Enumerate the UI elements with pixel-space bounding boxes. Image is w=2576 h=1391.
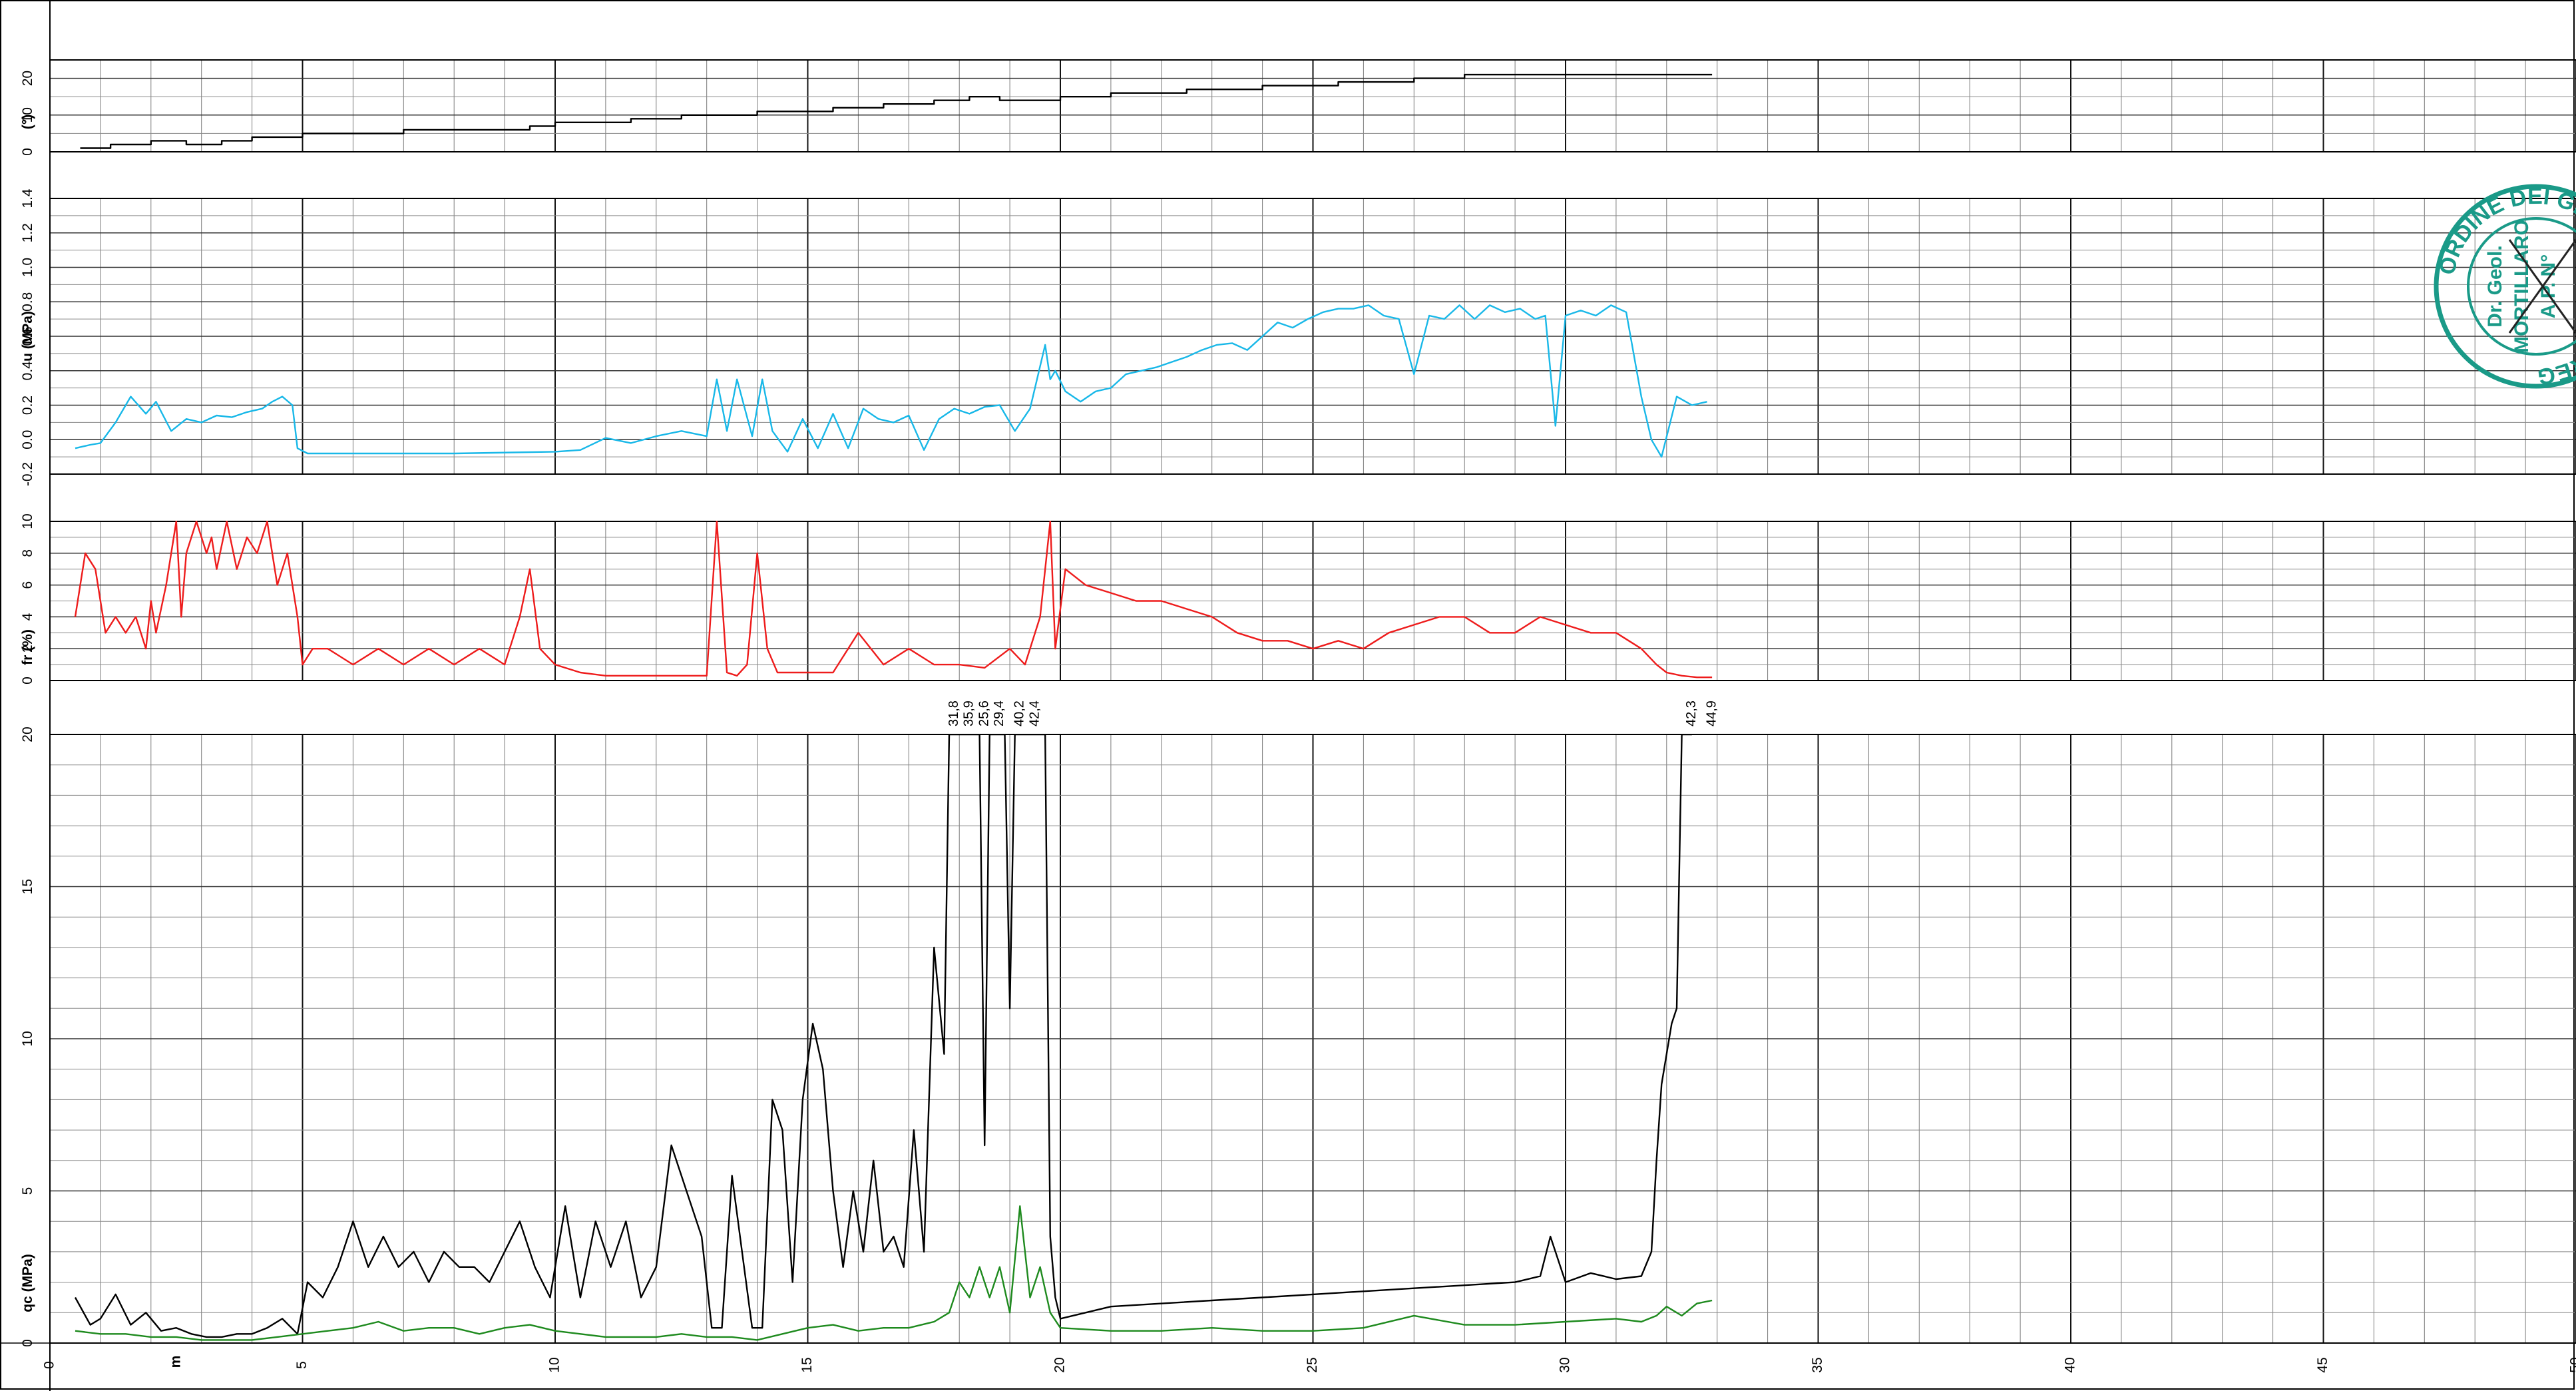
y-tick-label: 10 — [20, 1031, 35, 1046]
x-unit-label: m — [168, 1356, 183, 1368]
series-line-pore-pressure-0 — [75, 304, 1707, 458]
clipped-value-label: 44,9 — [1704, 700, 1719, 726]
y-tick-label: 5 — [20, 1187, 35, 1195]
y-tick-label: 6 — [20, 581, 35, 589]
y-tick-label: 0 — [20, 148, 35, 156]
y-tick-label: 8 — [20, 549, 35, 557]
y-tick-label: 0.8 — [20, 292, 35, 312]
y-tick-label: 15 — [20, 879, 35, 894]
y-tick-label: 10 — [20, 107, 35, 123]
y-tick-label: 0.0 — [20, 430, 35, 449]
y-tick-label: -0.2 — [20, 462, 35, 486]
clipped-value-label: 40,2 — [1012, 700, 1027, 726]
y-tick-label: 20 — [20, 726, 35, 742]
series-line-friction-ratio-0 — [74, 521, 1713, 679]
x-tick-label: 15 — [799, 1357, 815, 1372]
y-axis-label: (°) — [20, 115, 35, 129]
geologist-stamp: ORDINE DEI GEOLOGI • OLT • REGDr. Geol.M… — [2434, 184, 2576, 389]
y-tick-label: 0 — [20, 677, 35, 685]
stamp-outer-ring — [2434, 184, 2576, 389]
stamp-inner-ring — [2467, 217, 2576, 356]
y-tick-label: 4 — [20, 613, 35, 621]
clipped-value-label: 31,8 — [947, 700, 961, 726]
x-tick-label: 10 — [547, 1357, 562, 1372]
panel-cone-resistance: 0 5 10 15 20 qc (MPa) 31,8 35,9 25,6 29,4 40,2 42,4… — [20, 700, 2576, 1347]
clipped-value-label: 42,3 — [1684, 700, 1699, 726]
panel-pore-pressure: -0.2 0.0 0.2 0.4 0.6 0.8 1.0 1.2 1.4 u (MPa) — [20, 188, 2576, 486]
stamp-line: Dr. Geol. — [2484, 245, 2506, 327]
x-tick-label: 0 — [42, 1361, 57, 1369]
panel-border — [49, 59, 2576, 152]
stamp-line: A.P. N° — [2537, 254, 2559, 318]
stamp-line: MORTILLARO — [2511, 220, 2533, 353]
panel-border — [49, 198, 2576, 475]
x-tick-label: 40 — [2063, 1357, 2078, 1372]
clipped-value-label: 35,9 — [962, 700, 976, 726]
panel-inclination: 0 10 20 (°) — [20, 59, 2576, 156]
x-tick-label: 30 — [1558, 1357, 1573, 1372]
y-tick-label: 0 — [20, 1339, 35, 1347]
x-tick-label: 35 — [1810, 1357, 1825, 1372]
signature-mark — [2508, 239, 2576, 334]
x-tick-label: 25 — [1305, 1357, 1320, 1372]
y-tick-label: 20 — [20, 71, 35, 86]
panel-border — [49, 734, 2576, 1344]
series-line-cone-resistance-1 — [75, 1205, 1713, 1341]
clipped-value-label: 29,4 — [992, 700, 1006, 726]
panel-border — [49, 521, 2576, 681]
y-tick-label: 1.0 — [20, 258, 35, 277]
clipped-value-label: 25,6 — [976, 700, 991, 726]
y-tick-label: 0.6 — [20, 326, 35, 346]
series-line-inclination-0 — [80, 73, 1713, 149]
panel-friction-ratio: 0 2 4 6 8 10 fr (%) — [20, 513, 2576, 685]
y-tick-label: 0.2 — [20, 396, 35, 415]
series-line-cone-resistance-0 — [74, 734, 1692, 1338]
x-tick-label: 5 — [294, 1361, 310, 1369]
x-tick-label: 45 — [2315, 1357, 2330, 1372]
y-axis-label: u (MPa) — [20, 311, 35, 362]
y-axis-label: fr (%) — [20, 629, 35, 665]
x-tick-label: 50 — [2568, 1357, 2576, 1372]
y-tick-label: 2 — [20, 645, 35, 653]
x-axis: 0 5 10 15 20 25 30 35 40 45 50 m — [42, 1356, 2576, 1373]
y-axis-label: qc (MPa) — [20, 1254, 35, 1312]
x-tick-label: 20 — [1052, 1357, 1068, 1372]
clipped-value-label: 42,4 — [1027, 700, 1042, 726]
y-tick-label: 10 — [20, 513, 35, 529]
y-tick-label: 1.4 — [20, 188, 35, 208]
y-tick-label: 0.4 — [20, 361, 35, 381]
y-tick-label: 1.2 — [20, 223, 35, 242]
